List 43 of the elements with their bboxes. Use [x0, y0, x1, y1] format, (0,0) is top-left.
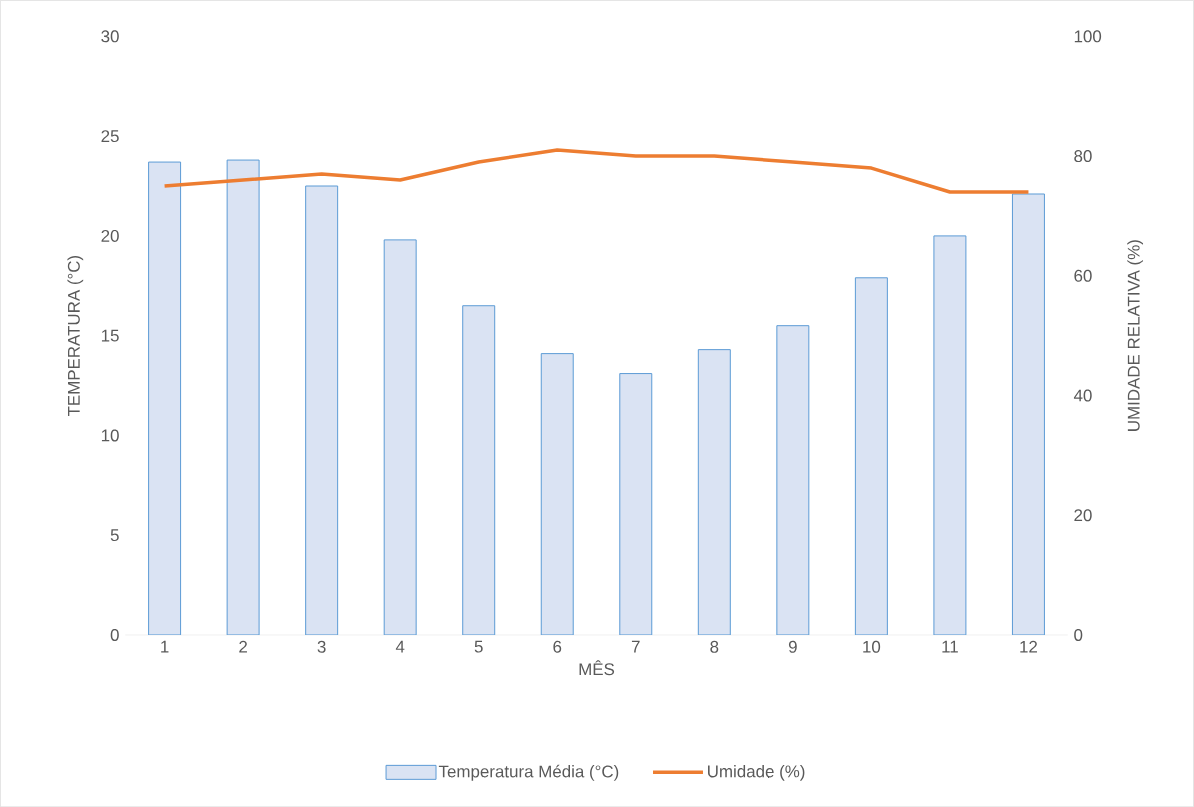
bar — [933, 235, 967, 635]
y2-tick-label: 20 — [1074, 509, 1092, 522]
bar — [540, 352, 574, 635]
x-tick-label: 4 — [395, 640, 405, 653]
bar — [619, 372, 653, 635]
y2-tick-label: 100 — [1074, 30, 1102, 43]
y2-tick-label: 40 — [1073, 389, 1092, 402]
x-tick-label: 2 — [239, 640, 247, 653]
x-tick-label: 12 — [1020, 640, 1037, 653]
y-tick-label: 10 — [101, 429, 119, 442]
y-tick-label: 5 — [110, 529, 119, 541]
bar — [462, 305, 496, 635]
y-tick-label: 25 — [101, 130, 119, 142]
bar — [776, 325, 810, 635]
x-tick-label: 9 — [788, 640, 797, 653]
x-tick-label: 11 — [942, 640, 958, 653]
y-tick-label: 0 — [110, 628, 119, 641]
x-tick-label: 6 — [553, 640, 562, 653]
bar — [854, 277, 888, 635]
x-axis-title: MÊS — [579, 660, 615, 676]
y2-tick-label: 60 — [1074, 269, 1092, 282]
line-series — [162, 148, 1031, 194]
y2-tick-label: 0 — [1074, 628, 1083, 641]
x-tick-label: 1 — [161, 640, 169, 653]
x-tick-label: 10 — [863, 640, 881, 653]
legend-label: Temperatura Média (°C) — [438, 764, 619, 781]
x-tick-label: 5 — [474, 640, 483, 653]
y2-tick-label: 80 — [1074, 149, 1092, 162]
bar — [697, 349, 731, 635]
y-tick-label: 30 — [101, 30, 119, 43]
x-tick-label: 8 — [710, 640, 719, 653]
y-axis-title: TEMPERATURA (°C) — [67, 255, 84, 416]
y-tick-label: 20 — [101, 229, 119, 242]
bar — [226, 159, 260, 635]
x-tick-label: 7 — [631, 640, 640, 653]
y-tick-label: 15 — [101, 329, 119, 342]
bar — [305, 185, 339, 635]
x-tick-label: 3 — [317, 640, 326, 653]
bar — [1011, 193, 1045, 635]
legend-label: Umidade (%) — [708, 764, 805, 781]
bar — [383, 239, 417, 635]
y2-axis-title: UMIDADE RELATIVA (%) — [1127, 240, 1144, 431]
bar — [148, 161, 182, 635]
